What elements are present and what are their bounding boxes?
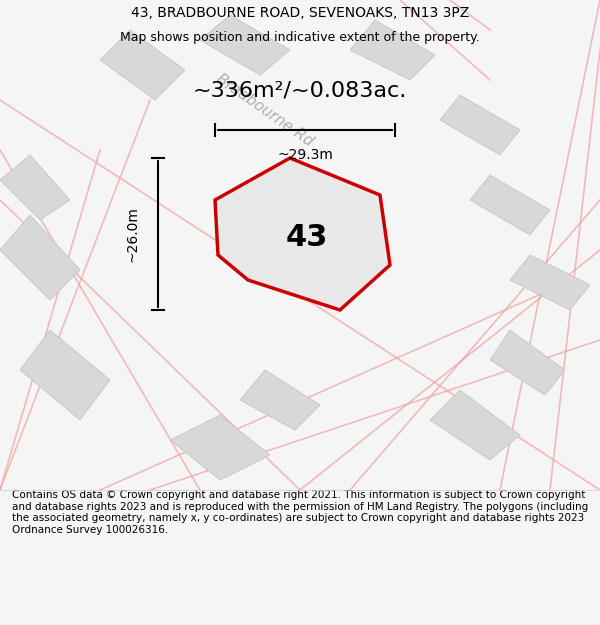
Polygon shape: [170, 415, 270, 480]
Text: Map shows position and indicative extent of the property.: Map shows position and indicative extent…: [120, 31, 480, 44]
Polygon shape: [510, 255, 590, 310]
Polygon shape: [215, 158, 390, 310]
Polygon shape: [200, 15, 290, 75]
Text: 43, BRADBOURNE ROAD, SEVENOAKS, TN13 3PZ: 43, BRADBOURNE ROAD, SEVENOAKS, TN13 3PZ: [131, 6, 469, 19]
Text: Bradbourne Rd: Bradbourne Rd: [214, 71, 316, 149]
Polygon shape: [490, 330, 565, 395]
Polygon shape: [440, 95, 520, 155]
Polygon shape: [350, 20, 435, 80]
Text: ~26.0m: ~26.0m: [126, 206, 140, 262]
Text: ~336m²/~0.083ac.: ~336m²/~0.083ac.: [193, 80, 407, 100]
Polygon shape: [0, 155, 70, 220]
Polygon shape: [0, 215, 80, 300]
Polygon shape: [240, 370, 320, 430]
Polygon shape: [430, 390, 520, 460]
Text: ~29.3m: ~29.3m: [277, 148, 333, 162]
Polygon shape: [20, 330, 110, 420]
Polygon shape: [470, 175, 550, 235]
Polygon shape: [100, 30, 185, 100]
Text: Contains OS data © Crown copyright and database right 2021. This information is : Contains OS data © Crown copyright and d…: [12, 490, 588, 535]
Text: 43: 43: [286, 223, 328, 252]
